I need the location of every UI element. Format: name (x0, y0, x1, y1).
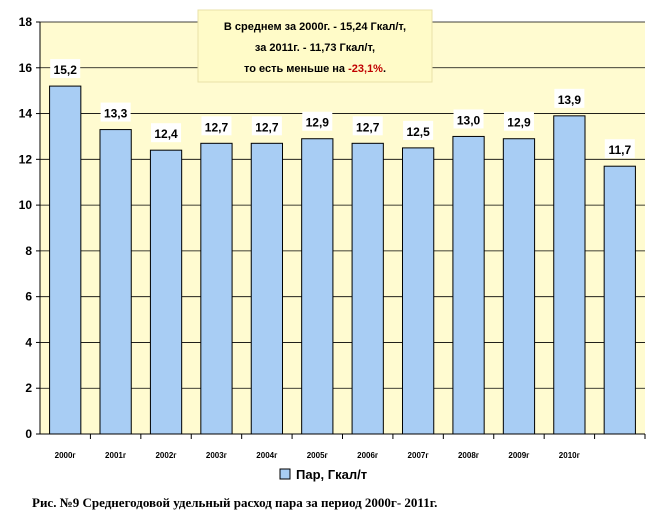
annotation-line-3: то есть меньше на -23,1%. (244, 63, 386, 75)
data-label-bg (554, 88, 585, 108)
bar (301, 138, 334, 435)
y-tick-label: 4 (25, 335, 32, 349)
y-tick-label: 16 (19, 61, 33, 75)
bar (401, 147, 435, 435)
data-label: 12,7 (356, 120, 380, 134)
x-tick-label: 2005г (307, 451, 329, 460)
data-label-bg (453, 109, 484, 129)
data-label: 12,9 (507, 116, 531, 130)
grid (40, 21, 645, 389)
bar (250, 142, 284, 435)
y-tick-label: 0 (25, 427, 32, 441)
legend-swatch (279, 468, 291, 480)
data-label: 13,9 (558, 93, 582, 107)
data-label-bg (50, 59, 81, 79)
legend-label: Пар, Гкал/т (296, 467, 367, 482)
x-tick-label: 2007г (408, 451, 430, 460)
y-tick-label: 10 (19, 198, 33, 212)
data-label-bg (403, 120, 434, 140)
data-label-bg (201, 116, 232, 136)
data-label: 15,2 (54, 63, 78, 77)
data-label: 12,7 (255, 120, 279, 134)
y-tick-label: 8 (25, 244, 32, 258)
x-tick-label: 2004г (256, 451, 278, 460)
x-tick-label: 2009г (508, 451, 530, 460)
data-label-bg (100, 102, 131, 122)
x-tick-label: 2008г (458, 451, 480, 460)
x-tick-label: 2010г (559, 451, 581, 460)
bar (200, 142, 233, 435)
annotation-highlight: -23,1% (348, 63, 383, 75)
bar (351, 142, 384, 435)
data-label-bg (503, 111, 534, 131)
y-tick-label: 14 (19, 107, 33, 121)
data-labels: 15,2 13,3 12,4 12,7 12,7 12,9 12,7 12,5 13,0 12,9… (50, 59, 635, 159)
data-label-bg (604, 139, 635, 159)
data-label: 12,4 (154, 127, 178, 141)
x-tick-label: 2000г (55, 451, 77, 460)
x-axis-ticks: 2000г 2001г 2002г 2003г 2004г 2005г 2006г 2007г… (55, 434, 646, 460)
bar (149, 149, 183, 435)
y-tick-label: 6 (25, 290, 32, 304)
y-tick-label: 12 (19, 152, 33, 166)
annotation-line-1: В среднем за 2000г. - 15,24 Гкал/т, (224, 21, 406, 33)
bars (49, 85, 636, 435)
bar (49, 85, 82, 435)
data-label-bg (151, 123, 182, 143)
y-axis-ticks: 0 2 4 6 8 10 12 14 16 18 (19, 15, 40, 441)
x-tick-label: 2003г (206, 451, 228, 460)
x-tick-label: 2002г (155, 451, 177, 460)
bar (603, 165, 636, 435)
data-label: 13,3 (104, 107, 128, 121)
x-tick-label: 2001г (105, 451, 127, 460)
data-label-bg (251, 116, 282, 136)
data-label: 11,7 (608, 143, 631, 157)
data-label-bg (302, 111, 333, 131)
data-label-bg (352, 116, 383, 136)
data-label: 12,9 (306, 116, 330, 130)
bar (502, 138, 536, 435)
annotation-line-3-suffix: . (383, 63, 386, 75)
y-tick-label: 2 (25, 381, 32, 395)
annotation-box: В среднем за 2000г. - 15,24 Гкал/т, за 2… (197, 9, 433, 83)
data-label: 13,0 (457, 113, 481, 127)
bar (553, 115, 586, 435)
data-label: 12,7 (205, 120, 229, 134)
x-tick-label: 2006г (357, 451, 379, 460)
annotation-line-2: за 2011г. - 11,73 Гкал/т, (255, 42, 375, 54)
bar (99, 129, 132, 435)
figure-caption: Рис. №9 Среднегодовой удельный расход па… (32, 495, 437, 510)
data-label: 12,5 (406, 125, 430, 139)
legend: Пар, Гкал/т (279, 467, 367, 482)
plot-area (40, 22, 645, 434)
bar (452, 135, 485, 435)
annotation-line-3-prefix: то есть меньше на (244, 63, 348, 75)
y-tick-label: 18 (19, 15, 33, 29)
